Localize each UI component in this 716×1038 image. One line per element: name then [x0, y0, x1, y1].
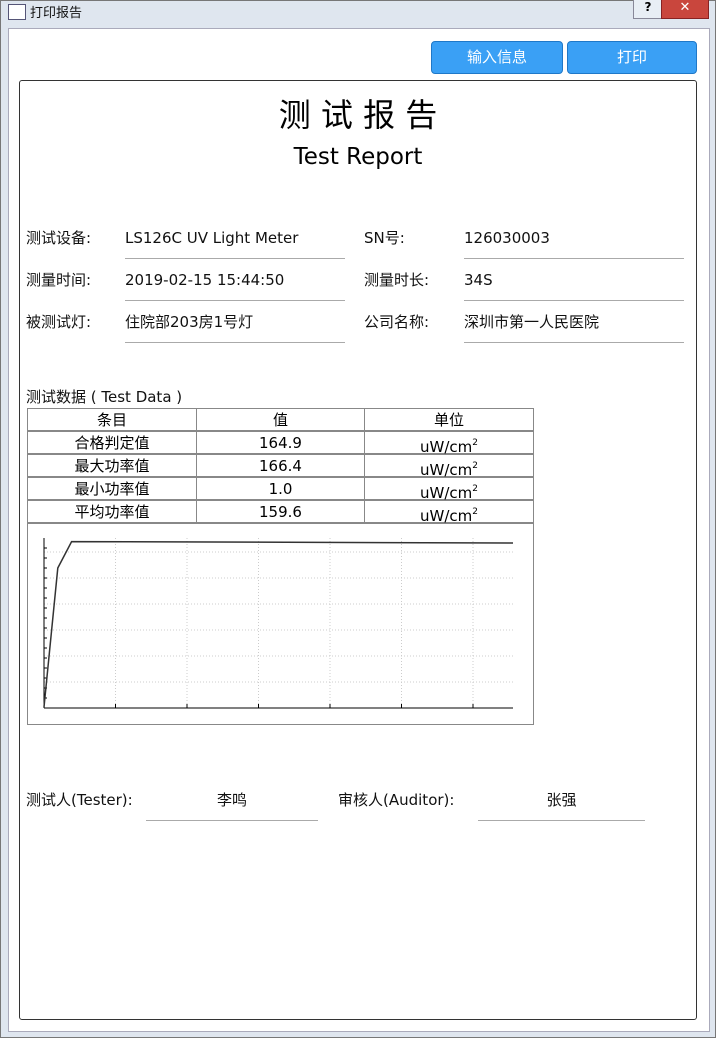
field-label: 测试设备: — [26, 229, 92, 247]
chart — [27, 523, 534, 725]
unit-exponent: 2 — [472, 438, 478, 448]
table-cell: uW/cm2 — [364, 477, 534, 502]
table-cell: 164.9 — [196, 431, 365, 454]
table-cell: uW/cm2 — [364, 431, 534, 456]
field-value: LS126C UV Light Meter — [125, 229, 299, 247]
grid — [44, 538, 513, 708]
table-cell: uW/cm2 — [364, 454, 534, 479]
field-value: 126030003 — [464, 229, 550, 247]
report-panel — [19, 80, 697, 1020]
signature-underline — [146, 820, 318, 821]
table-cell: 单位 — [364, 408, 534, 431]
unit-exponent: 2 — [472, 461, 478, 471]
table-cell: 最小功率值 — [27, 477, 197, 500]
table-cell: 合格判定值 — [27, 431, 197, 454]
window-title: 打印报告 — [30, 6, 83, 21]
unit-exponent: 2 — [472, 484, 478, 494]
table-cell: 最大功率值 — [27, 454, 197, 477]
unit: uW/cm — [420, 484, 473, 502]
table-cell: 值 — [196, 408, 365, 431]
data-line — [43, 540, 514, 708]
field-underline — [125, 342, 345, 343]
unit: uW/cm — [420, 461, 473, 479]
unit: uW/cm — [420, 438, 473, 456]
field-label: 测量时间: — [26, 271, 92, 289]
field-value: 34S — [464, 271, 493, 289]
table-caption: 测试数据 ( Test Data ) — [26, 388, 183, 406]
field-underline — [464, 300, 684, 301]
table-cell: 1.0 — [196, 477, 365, 500]
field-label: 测量时长: — [364, 271, 430, 289]
signature-underline — [478, 820, 645, 821]
help-button[interactable]: ? — [633, 0, 663, 19]
field-label: 公司名称: — [364, 313, 430, 331]
input-button[interactable]: 输入信息 — [431, 41, 563, 74]
field-label: 被测试灯: — [26, 313, 92, 331]
close-button[interactable]: ✕ — [661, 0, 709, 19]
unit-exponent: 2 — [472, 507, 478, 517]
report-title: 测 试 报 告 — [278, 96, 438, 134]
table-cell: 166.4 — [196, 454, 365, 477]
signature-value: 张强 — [546, 791, 577, 809]
field-label: SN号: — [364, 229, 405, 247]
field-value: 住院部203房1号灯 — [125, 313, 254, 331]
table-cell: 平均功率值 — [27, 500, 197, 523]
unit: uW/cm — [420, 507, 473, 525]
app-icon — [8, 4, 26, 20]
field-underline — [125, 300, 345, 301]
field-value: 深圳市第一人民医院 — [464, 313, 600, 331]
print-button[interactable]: 打印 — [567, 41, 697, 74]
table-cell: 159.6 — [196, 500, 365, 523]
field-value: 2019-02-15 15:44:50 — [125, 271, 285, 289]
chart-frame — [27, 523, 534, 725]
field-underline — [464, 342, 684, 343]
signature-label: 测试人(Tester): — [26, 791, 133, 809]
field-underline — [125, 258, 345, 259]
signature-value: 李鸣 — [216, 791, 247, 809]
field-underline — [464, 258, 684, 259]
report-subtitle: Test Report — [293, 144, 423, 170]
table-cell: 条目 — [27, 408, 197, 431]
signature-label: 审核人(Auditor): — [338, 791, 455, 809]
table-cell: uW/cm2 — [364, 500, 534, 525]
